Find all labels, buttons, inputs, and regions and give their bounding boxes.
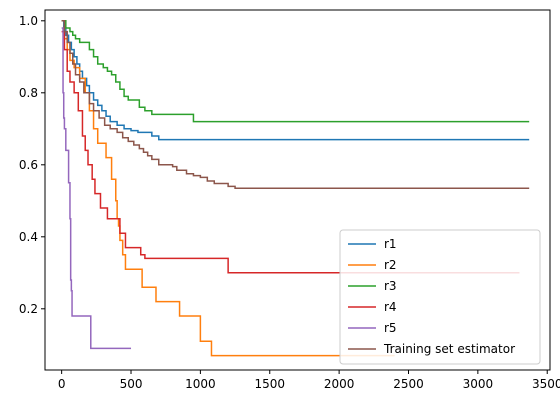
series-line-4 [61,27,132,350]
y-tick-label-1: 0.4 [19,230,38,244]
legend-label-4: r5 [384,321,397,335]
legend-box [339,229,541,365]
series-line-0 [61,20,530,141]
x-tick-label-7: 3500 [532,377,560,391]
x-tick-label-2: 1000 [185,377,216,391]
legend: r1 r2 r3 r4 r5 Training set estimator [339,229,541,365]
x-tick-label-5: 2500 [393,377,424,391]
legend-label-2: r3 [384,279,397,293]
y-tick-label-4: 1.0 [19,14,38,28]
y-tick-label-3: 0.8 [19,86,38,100]
series-line-1 [61,20,395,357]
x-axis: 0 500 1000 1500 2000 2500 3000 3500 [58,370,560,391]
x-tick-label-1: 500 [120,377,143,391]
legend-label-5: Training set estimator [383,342,515,356]
x-tick-label-3: 1500 [254,377,285,391]
series-layer [61,20,530,357]
x-tick-label-4: 2000 [324,377,355,391]
legend-label-0: r1 [384,237,397,251]
plot-frame [44,9,551,371]
y-tick-label-2: 0.6 [19,158,38,172]
y-axis: 0.2 0.4 0.6 0.8 1.0 [19,14,45,316]
y-tick-label-0: 0.2 [19,302,38,316]
legend-label-1: r2 [384,258,397,272]
legend-label-3: r4 [384,300,397,314]
series-line-2 [61,20,530,123]
series-line-5 [61,20,530,189]
series-line-3 [61,30,520,274]
x-tick-label-0: 0 [58,377,66,391]
x-tick-label-6: 3000 [463,377,494,391]
